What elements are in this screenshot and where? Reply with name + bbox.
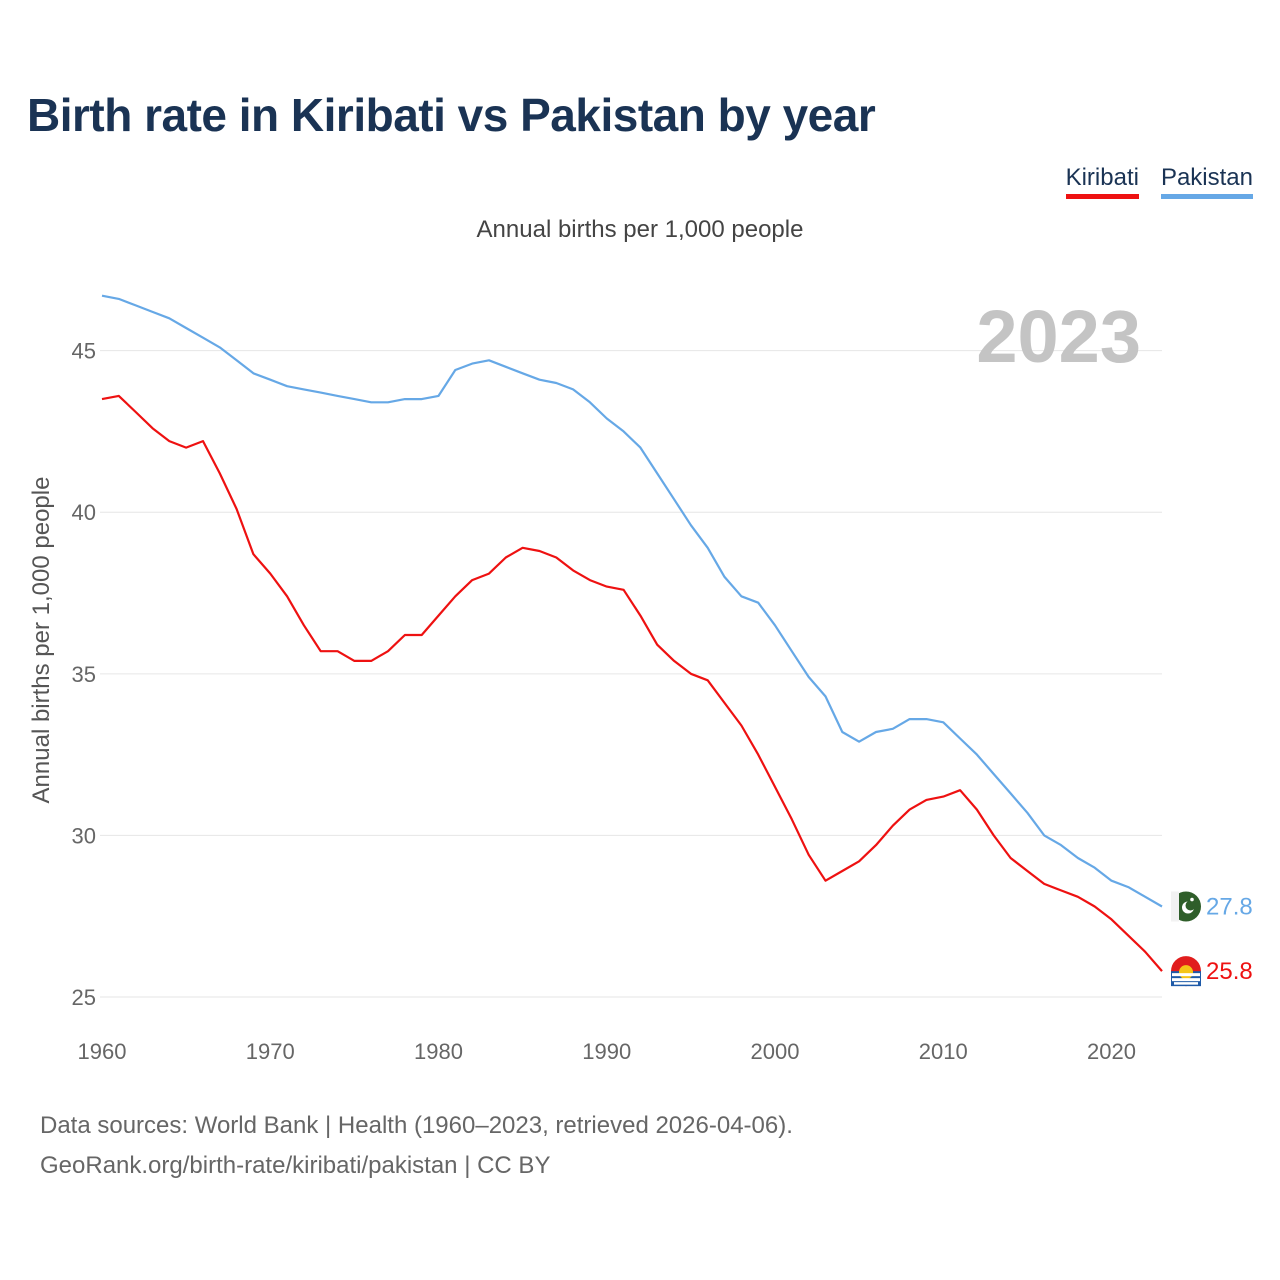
pakistan-flag-icon	[1171, 891, 1201, 922]
x-tick-label: 2010	[919, 1039, 968, 1064]
kiribati-flag-icon	[1171, 956, 1201, 987]
legend-item-kiribati[interactable]: Kiribati	[1065, 164, 1139, 199]
x-tick-label: 1990	[582, 1039, 631, 1064]
y-tick-label: 40	[72, 500, 96, 525]
series-line-kiribati[interactable]	[101, 394, 1163, 972]
y-tick-label: 25	[72, 985, 96, 1010]
legend-item-pakistan[interactable]: Pakistan	[1160, 164, 1253, 199]
source-line-1: Data sources: World Bank | Health (1960–…	[40, 1112, 793, 1139]
y-tick-label: 30	[72, 823, 96, 848]
y-tick-label: 35	[72, 662, 96, 687]
x-tick-label: 1980	[414, 1039, 463, 1064]
x-tick-label: 2000	[751, 1039, 800, 1064]
source-line-2[interactable]: GeoRank.org/birth-rate/kiribati/pakistan…	[40, 1152, 551, 1179]
source-note: Data sources: World Bank | Health (1960–…	[40, 1106, 793, 1186]
chart-title: Birth rate in Kiribati vs Pakistan by ye…	[27, 89, 876, 141]
y-tick-label: 45	[72, 339, 96, 364]
legend: Kiribati Pakistan	[1065, 164, 1253, 199]
x-tick-label: 1970	[246, 1039, 295, 1064]
end-value-pakistan: 27.8	[1206, 894, 1253, 921]
chart-subtitle: Annual births per 1,000 people	[476, 216, 804, 243]
end-value-kiribati: 25.8	[1206, 958, 1253, 985]
year-label: 2023	[976, 295, 1141, 378]
x-tick-label: 1960	[78, 1039, 127, 1064]
series-line-pakistan[interactable]	[101, 294, 1163, 908]
x-tick-label: 2020	[1087, 1039, 1136, 1064]
